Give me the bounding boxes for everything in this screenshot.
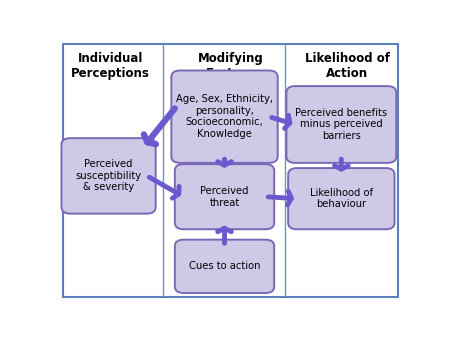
Text: Perceived benefits
minus perceived
barriers: Perceived benefits minus perceived barri…	[295, 108, 387, 141]
Text: Cues to action: Cues to action	[189, 261, 260, 271]
FancyBboxPatch shape	[288, 168, 395, 229]
Text: Likelihood of
behaviour: Likelihood of behaviour	[310, 188, 373, 210]
FancyBboxPatch shape	[171, 71, 278, 163]
Text: Modifying
Factors: Modifying Factors	[198, 52, 264, 80]
FancyBboxPatch shape	[175, 164, 274, 229]
Text: Individual
Perceptions: Individual Perceptions	[71, 52, 150, 80]
Text: Perceived
threat: Perceived threat	[200, 186, 249, 208]
Text: Likelihood of
Action: Likelihood of Action	[305, 52, 390, 80]
Text: Age, Sex, Ethnicity,
personality,
Socioeconomic,
Knowledge: Age, Sex, Ethnicity, personality, Socioe…	[176, 94, 273, 139]
FancyBboxPatch shape	[62, 138, 156, 214]
FancyBboxPatch shape	[175, 240, 274, 293]
Text: Perceived
susceptibility
& severity: Perceived susceptibility & severity	[76, 159, 142, 193]
FancyBboxPatch shape	[287, 86, 396, 163]
